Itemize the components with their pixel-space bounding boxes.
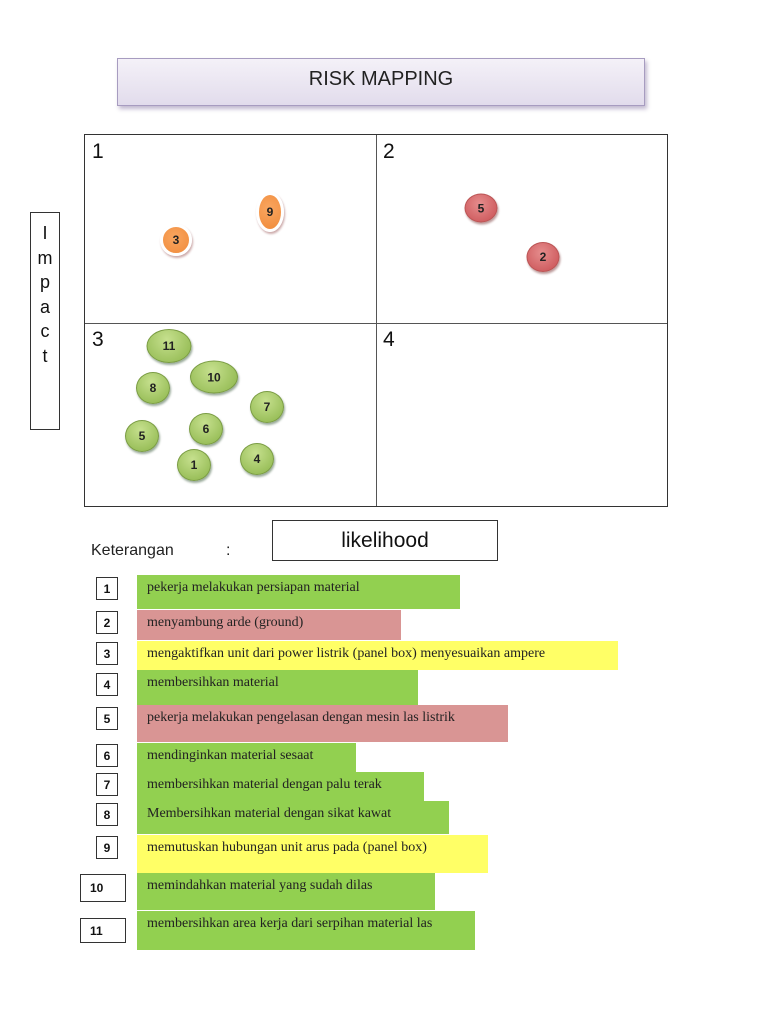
legend-description: mendinginkan material sesaat bbox=[137, 743, 356, 772]
legend-description: menyambung arde (ground) bbox=[137, 610, 401, 640]
impact-letter: t bbox=[42, 345, 48, 366]
legend-description: Membersihkan material dengan sikat kawat bbox=[137, 801, 449, 834]
impact-letter: c bbox=[40, 321, 50, 341]
risk-bubble: 4 bbox=[240, 443, 274, 475]
legend-number-box: 1 bbox=[96, 577, 118, 600]
legend-number-box: 6 bbox=[96, 744, 118, 767]
legend-heading: Keterangan bbox=[91, 542, 174, 559]
legend-number-box: 5 bbox=[96, 707, 118, 730]
legend-description: pekerja melakukan pengelasan dengan mesi… bbox=[137, 705, 508, 742]
risk-bubble: 9 bbox=[256, 192, 284, 232]
legend-colon: : bbox=[226, 542, 231, 559]
risk-bubble: 7 bbox=[250, 391, 284, 423]
legend-description: memutuskan hubungan unit arus pada (pane… bbox=[137, 835, 488, 873]
legend-description: membersihkan material dengan palu terak bbox=[137, 772, 424, 801]
risk-matrix: 1 2 3 4 bbox=[84, 134, 668, 507]
legend-number-box: 8 bbox=[96, 803, 118, 826]
impact-letter: m bbox=[37, 247, 53, 268]
legend-number-box: 3 bbox=[96, 642, 118, 665]
legend-number-box: 10 bbox=[80, 874, 126, 902]
risk-bubble: 11 bbox=[146, 329, 192, 363]
impact-letter: p bbox=[39, 272, 50, 292]
quadrant-label-1: 1 bbox=[92, 140, 104, 163]
quadrant-label-3: 3 bbox=[92, 328, 104, 351]
quadrant-label-4: 4 bbox=[383, 328, 395, 351]
risk-bubble: 2 bbox=[526, 242, 560, 272]
legend-number-box: 2 bbox=[96, 611, 118, 634]
risk-bubble: 3 bbox=[160, 224, 192, 256]
impact-letter: I bbox=[42, 223, 48, 243]
risk-bubble: 6 bbox=[189, 413, 223, 445]
legend-number-box: 4 bbox=[96, 673, 118, 696]
legend-number-box: 9 bbox=[96, 836, 118, 859]
risk-bubble: 10 bbox=[190, 360, 238, 394]
risk-bubble: 1 bbox=[177, 449, 211, 481]
quadrant-label-2: 2 bbox=[383, 140, 395, 163]
divider bbox=[85, 323, 667, 324]
divider bbox=[376, 135, 377, 506]
risk-bubble: 5 bbox=[125, 420, 159, 452]
legend-description: mengaktifkan unit dari power listrik (pa… bbox=[137, 641, 618, 670]
legend-description: membersihkan area kerja dari serpihan ma… bbox=[137, 911, 475, 950]
legend-description: membersihkan material bbox=[137, 670, 418, 705]
risk-bubble: 5 bbox=[464, 193, 498, 223]
impact-letter: a bbox=[39, 296, 50, 317]
impact-axis-label: I m p a c t bbox=[30, 212, 60, 430]
legend-number-box: 11 bbox=[80, 918, 126, 943]
risk-bubble: 8 bbox=[136, 372, 170, 404]
legend-description: memindahkan material yang sudah dilas bbox=[137, 873, 435, 910]
page-title: RISK MAPPING bbox=[117, 58, 645, 106]
likelihood-axis-label: likelihood bbox=[272, 520, 498, 561]
legend-number-box: 7 bbox=[96, 773, 118, 796]
legend-description: pekerja melakukan persiapan material bbox=[137, 575, 460, 609]
